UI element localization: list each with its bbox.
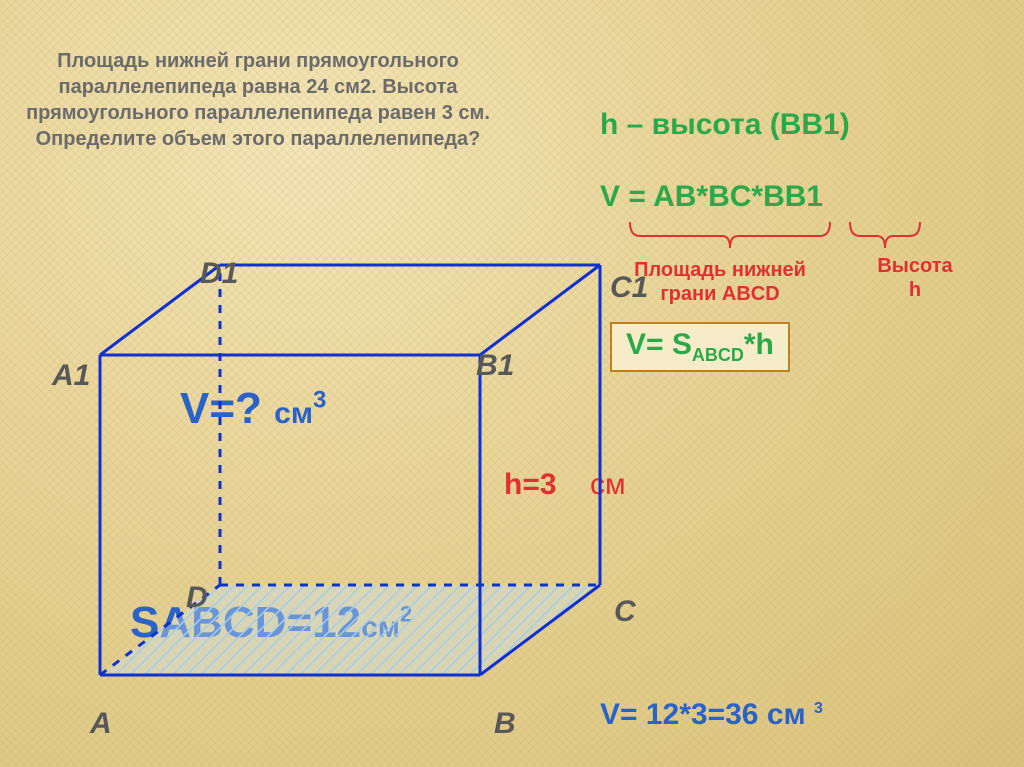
vertex-label-B1: B1 [476, 349, 514, 383]
formula-box: V= SABCD*h [610, 322, 790, 372]
answer-exp: 3 [814, 700, 823, 717]
volume-formula: V = AB*BC*BB1 [600, 180, 823, 214]
answer-text: V= 12*3=36 см [600, 698, 806, 731]
vertex-label-A1: A1 [52, 359, 90, 393]
vertex-label-D1: D1 [200, 257, 238, 291]
formula-braces [600, 216, 940, 256]
formula-box-sub: ABCD [692, 345, 744, 365]
note-height: Высота h [870, 254, 960, 302]
answer: V= 12*3=36 см 3 [600, 698, 823, 732]
formula-box-prefix: V= S [626, 328, 692, 361]
vertex-label-B: B [494, 707, 516, 741]
height-definition: h – высота (BB1) [600, 108, 850, 142]
vertex-label-D: D [186, 581, 208, 615]
vertex-label-A: A [90, 707, 112, 741]
vertex-label-C1: C1 [610, 271, 648, 305]
parallelepiped-diagram [60, 235, 620, 715]
note-base-area: Площадь нижней грани ABCD [620, 258, 820, 306]
vertex-label-C: C [614, 595, 636, 629]
problem-statement: Площадь нижней грани прямоугольного пара… [8, 48, 508, 152]
formula-box-suffix: *h [744, 328, 774, 361]
